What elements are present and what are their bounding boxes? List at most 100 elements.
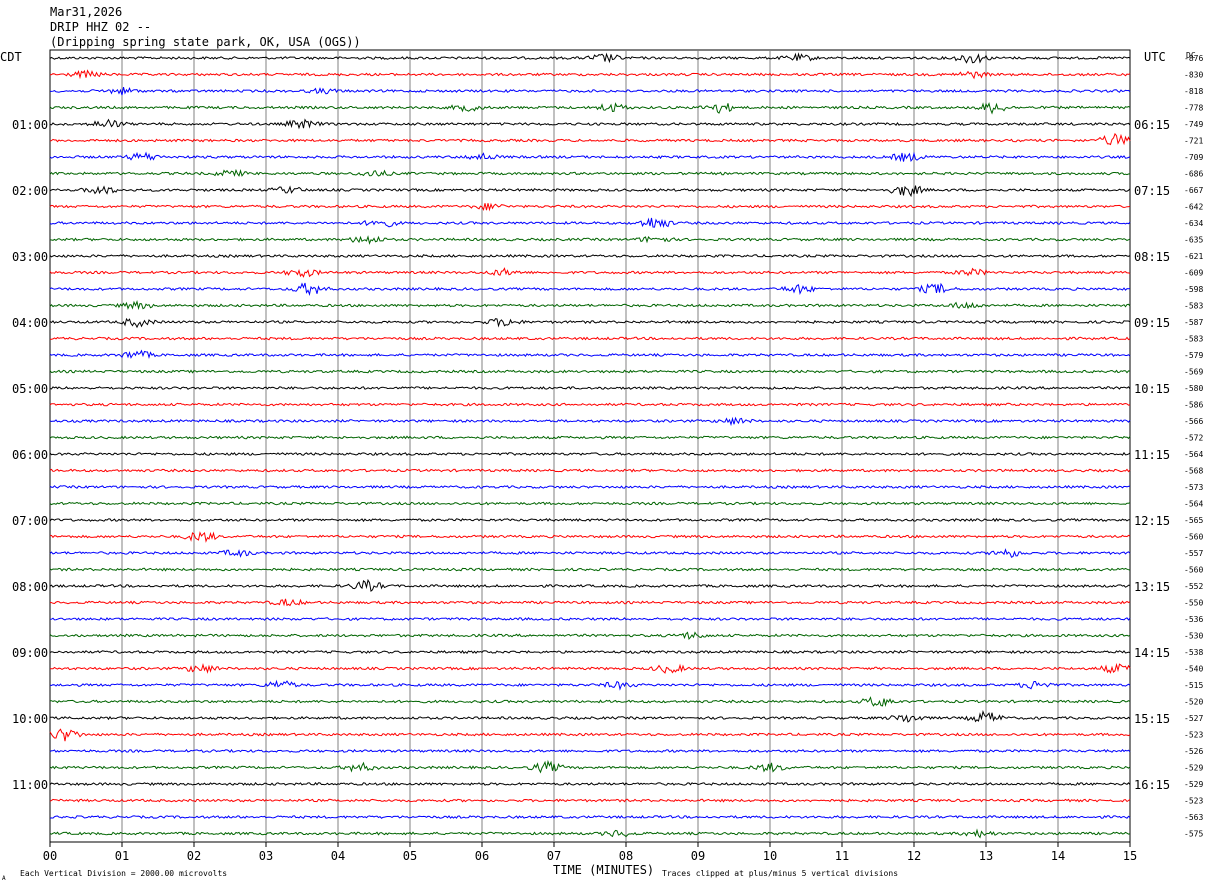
right-hour-label: 13:15 <box>1134 580 1170 594</box>
trace-row-38 <box>49 679 1131 691</box>
dc-offset-label: -667 <box>1184 186 1203 195</box>
left-hour-label: 06:00 <box>12 448 48 462</box>
dc-offset-label: -536 <box>1184 615 1203 624</box>
left-hour-label: 08:00 <box>12 580 48 594</box>
dc-offset-label: -573 <box>1184 483 1203 492</box>
dc-offset-label: -575 <box>1184 830 1203 839</box>
trace-row-9 <box>49 202 1131 212</box>
left-hour-label: 11:00 <box>12 778 48 792</box>
dc-offset-label: -529 <box>1184 780 1203 789</box>
right-hour-label: 09:15 <box>1134 316 1170 330</box>
dc-offset-label: -621 <box>1184 252 1203 261</box>
dc-offset-label: -598 <box>1184 285 1203 294</box>
trace-row-25 <box>49 468 1131 473</box>
x-tick-label: 07 <box>547 849 561 863</box>
dc-offset-label: -527 <box>1184 714 1203 723</box>
dc-offset-label: -526 <box>1184 747 1203 756</box>
trace-row-23 <box>49 435 1131 440</box>
dc-offset-label: -523 <box>1184 731 1203 740</box>
dc-offset-label: -523 <box>1184 797 1203 806</box>
dc-offset-label: -586 <box>1184 401 1203 410</box>
trace-row-14 <box>49 282 1131 296</box>
left-hour-label: 02:00 <box>12 184 48 198</box>
x-tick-label: 13 <box>979 849 993 863</box>
trace-row-40 <box>49 710 1131 723</box>
trace-row-10 <box>49 217 1131 229</box>
trace-row-39 <box>50 696 1131 708</box>
right-hour-label: 12:15 <box>1134 514 1170 528</box>
dc-offset-label: -721 <box>1184 137 1203 146</box>
x-tick-label: 01 <box>115 849 129 863</box>
left-hour-label: 04:00 <box>12 316 48 330</box>
right-hour-label: 14:15 <box>1134 646 1170 660</box>
trace-row-37 <box>49 662 1131 674</box>
dc-offset-label: -609 <box>1184 269 1203 278</box>
trace-row-16 <box>49 317 1131 329</box>
x-tick-labels: 00 01 02 03 04 05 06 07 08 09 10 11 12 13 14 15 <box>43 842 1137 863</box>
right-hour-label: 11:15 <box>1134 448 1170 462</box>
trace-row-46 <box>49 815 1131 820</box>
trace-row-28 <box>49 517 1131 523</box>
dc-offset-label: -709 <box>1184 153 1203 162</box>
trace-row-47 <box>49 828 1131 839</box>
trace-row-0 <box>49 52 1131 64</box>
x-tick-label: 00 <box>43 849 57 863</box>
header-date: Mar31,2026 <box>50 5 122 19</box>
trace-lines <box>49 52 1131 839</box>
x-tick-label: 06 <box>475 849 489 863</box>
dc-label: DC <box>1186 51 1196 60</box>
right-hour-labels: 06:15 07:15 08:15 09:15 10:15 11:15 12:15 13:15… <box>1134 118 1170 792</box>
dc-offset-label: -580 <box>1184 384 1203 393</box>
dc-offset-label: -572 <box>1184 434 1203 443</box>
trace-row-1 <box>49 69 1131 80</box>
trace-row-24 <box>49 451 1131 456</box>
right-hour-label: 16:15 <box>1134 778 1170 792</box>
trace-row-21 <box>49 402 1131 407</box>
trace-row-2 <box>50 86 1131 96</box>
right-axis-title: UTC <box>1144 50 1166 64</box>
trace-row-35 <box>49 631 1131 640</box>
trace-row-36 <box>49 649 1131 655</box>
dc-offset-labels: -876 -830 -818 -778 -749 -721 -709 -686 -667 -642… <box>1184 54 1203 839</box>
trace-row-26 <box>49 484 1131 489</box>
dc-offset-label: -564 <box>1184 450 1203 459</box>
dc-offset-label: -529 <box>1184 764 1203 773</box>
dc-offset-label: -634 <box>1184 219 1203 228</box>
dc-offset-label: -540 <box>1184 665 1203 674</box>
trace-row-17 <box>49 336 1131 341</box>
right-hour-label: 07:15 <box>1134 184 1170 198</box>
dc-offset-label: -538 <box>1184 648 1203 657</box>
right-hour-label: 08:15 <box>1134 250 1170 264</box>
dc-offset-label: -564 <box>1184 500 1203 509</box>
dc-offset-label: -579 <box>1184 351 1203 360</box>
right-hour-label: 15:15 <box>1134 712 1170 726</box>
trace-row-7 <box>49 168 1131 177</box>
trace-row-15 <box>49 300 1131 311</box>
trace-row-22 <box>49 416 1131 427</box>
trace-row-6 <box>49 151 1131 163</box>
x-tick-label: 03 <box>259 849 273 863</box>
trace-row-43 <box>49 759 1131 774</box>
x-tick-label: 11 <box>835 849 849 863</box>
x-tick-label: 02 <box>187 849 201 863</box>
dc-offset-label: -530 <box>1184 632 1203 641</box>
dc-offset-label: -563 <box>1184 813 1203 822</box>
dc-offset-label: -830 <box>1184 71 1203 80</box>
plot-frame <box>49 49 1131 843</box>
x-tick-label: 14 <box>1051 849 1065 863</box>
trace-row-8 <box>49 185 1131 198</box>
x-tick-label: 08 <box>619 849 633 863</box>
dc-offset-label: -583 <box>1184 302 1203 311</box>
dc-offset-label: -642 <box>1184 203 1203 212</box>
dc-offset-label: -587 <box>1184 318 1203 327</box>
dc-offset-label: -568 <box>1184 467 1203 476</box>
dc-offset-label: -566 <box>1184 417 1203 426</box>
dc-offset-label: -635 <box>1184 236 1203 245</box>
trace-row-11 <box>49 235 1131 245</box>
trace-row-20 <box>49 386 1131 390</box>
trace-row-12 <box>49 253 1131 258</box>
header-station: DRIP HHZ 02 -- <box>50 20 151 34</box>
dc-offset-label: -552 <box>1184 582 1203 591</box>
dc-offset-label: -749 <box>1184 120 1203 129</box>
